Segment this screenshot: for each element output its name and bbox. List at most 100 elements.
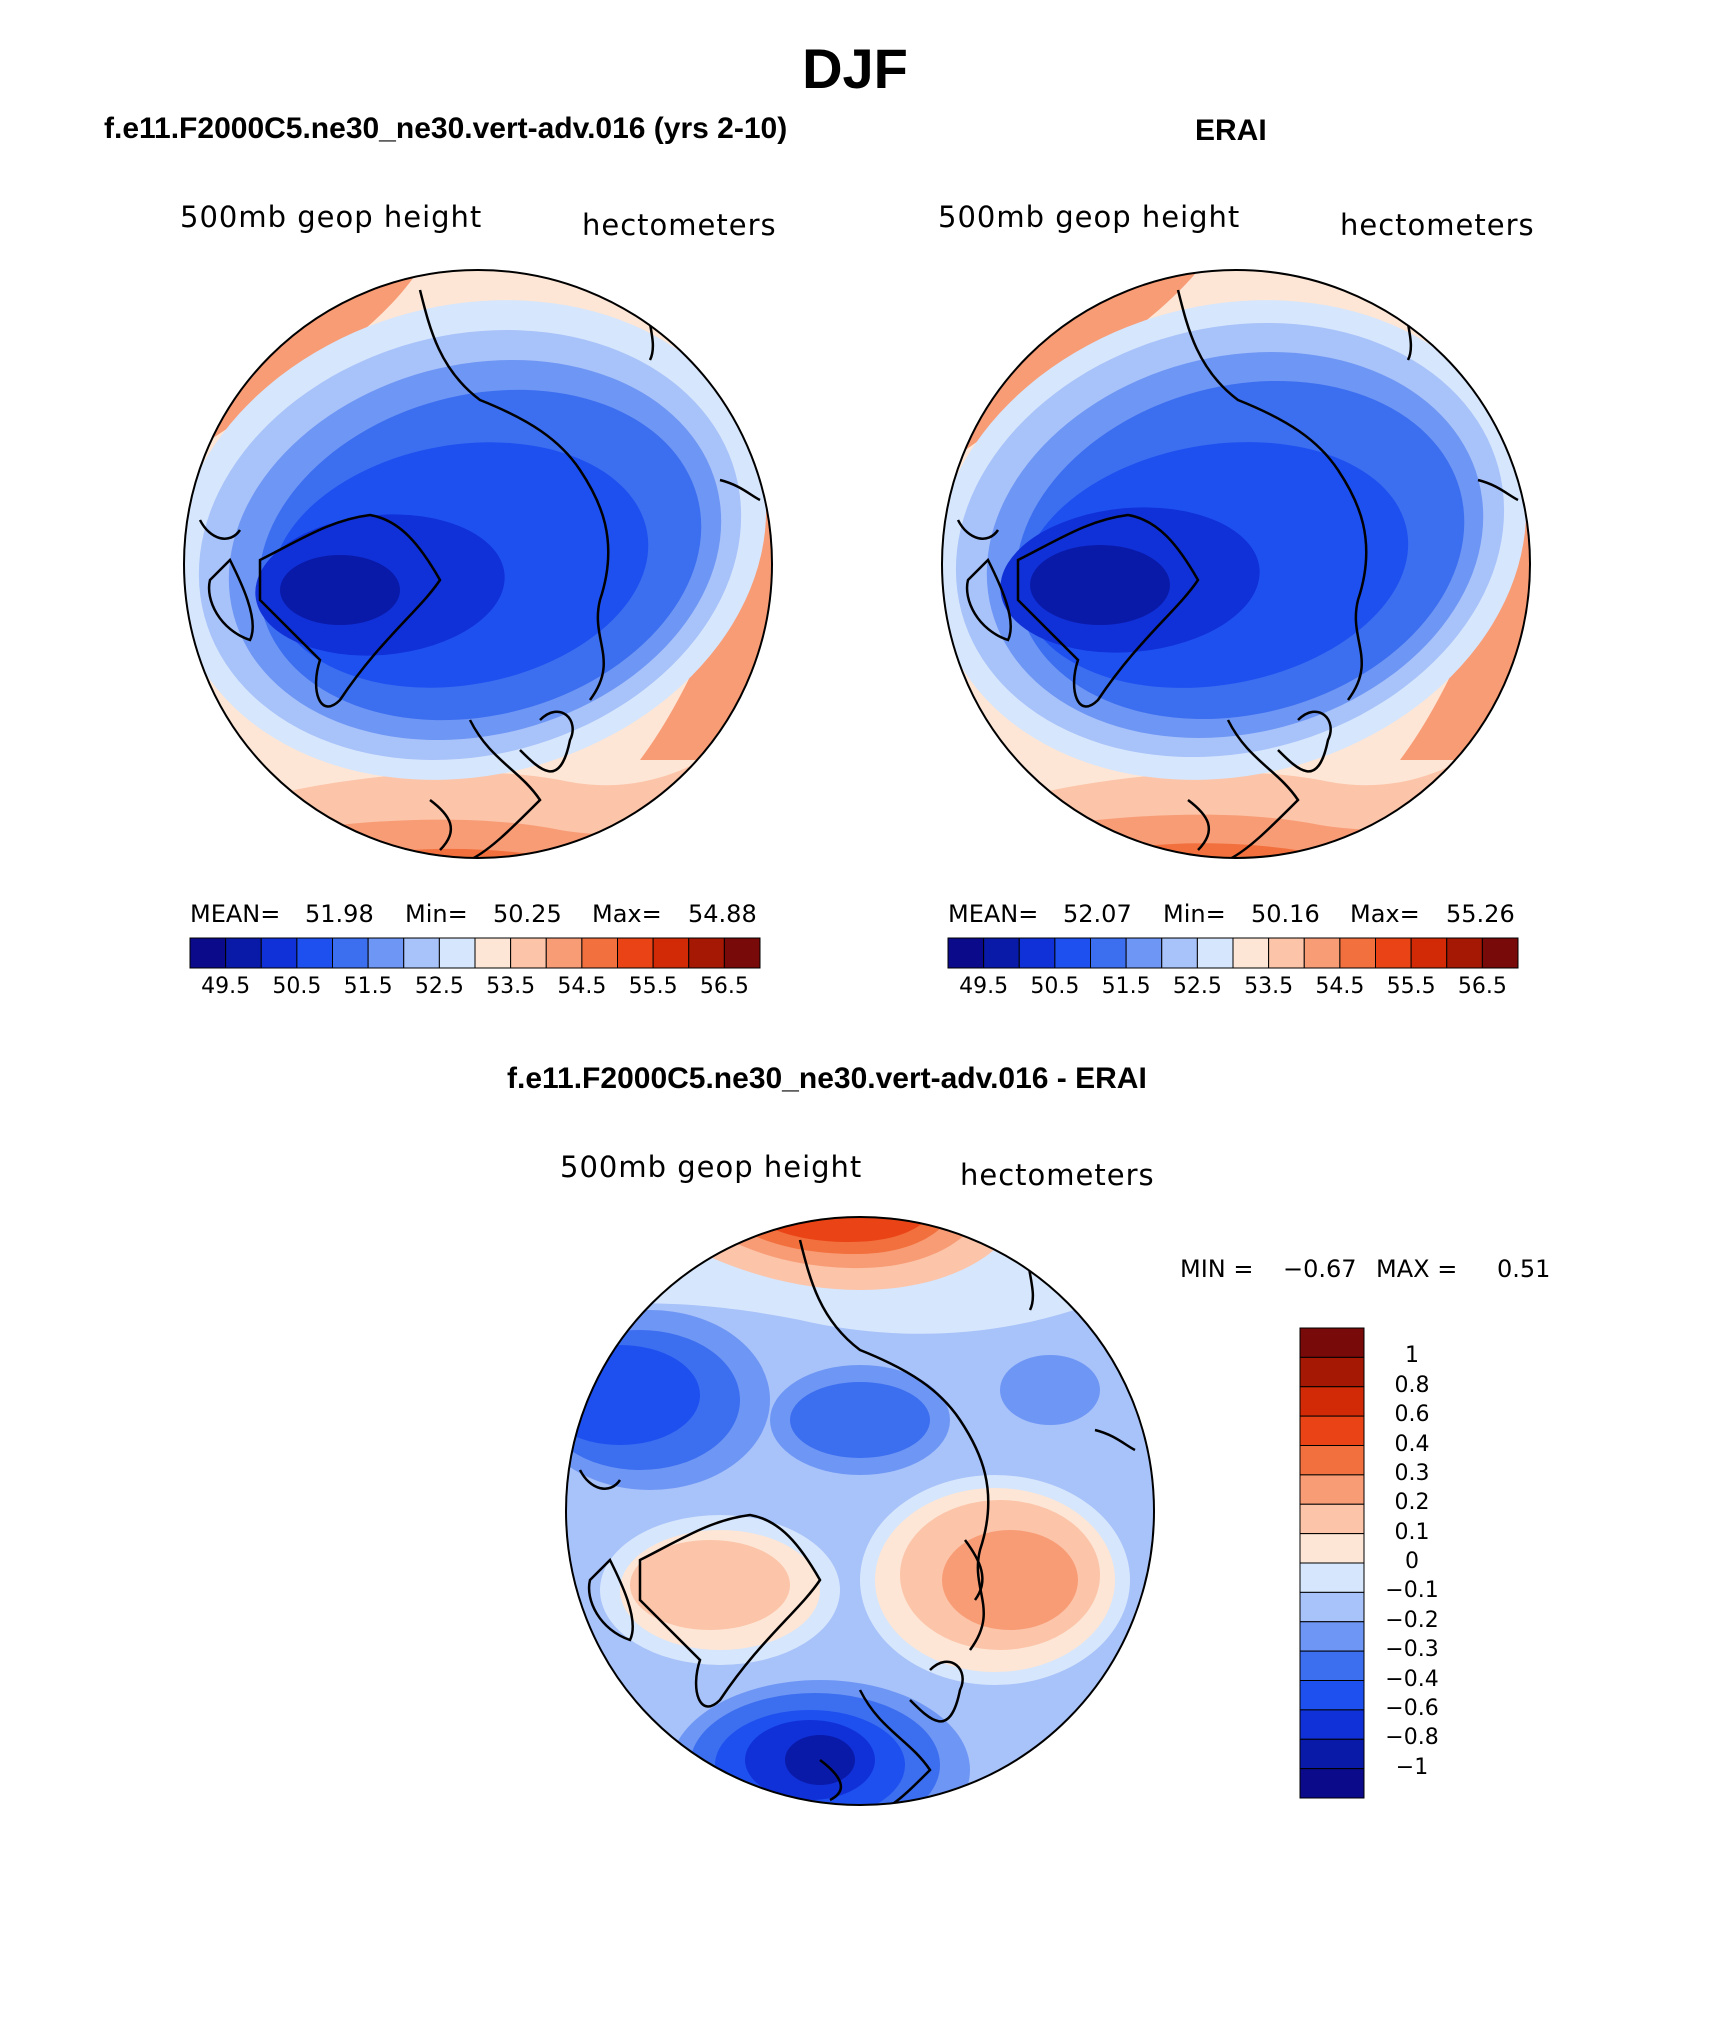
panel2-units-label: hectometers: [1340, 208, 1535, 242]
diff-colorbar-swatch: [1299, 1474, 1365, 1505]
panel2-colorbar-swatch: [1481, 937, 1519, 969]
diff-colorbar-tick-label: −0.8: [1385, 1725, 1439, 1751]
panel2-colorbar-tick-label: 49.5: [959, 974, 1009, 999]
panel2-max-label: Max=: [1350, 900, 1420, 928]
panel2-colorbar-swatch: [1161, 937, 1198, 969]
diff-colorbar-tick-label: 1: [1405, 1343, 1419, 1369]
diff-units-label: hectometers: [960, 1158, 1155, 1192]
panel1-units-label: hectometers: [582, 208, 777, 242]
panel1-colorbar-swatch: [403, 937, 440, 969]
panel1-colorbar-swatch: [189, 937, 227, 969]
panel2-colorbar-swatch: [1303, 937, 1341, 969]
panel2-colorbar-swatch: [1054, 937, 1091, 969]
panel1-colorbar-tick-label: 50.5: [272, 974, 322, 999]
panel2-min-label: Min=: [1163, 900, 1226, 928]
diff-colorbar-swatch: [1299, 1356, 1365, 1388]
panel1-colorbar-tick-label: 52.5: [414, 974, 464, 999]
diff-colorbar-swatch: [1299, 1591, 1365, 1623]
diff-coastlines: [578, 1229, 1136, 1805]
panel2-colorbar-swatch: [983, 937, 1020, 969]
diff-colorbar-tick-label: −0.1: [1385, 1578, 1439, 1604]
panel2-colorbar-swatch: [1125, 937, 1163, 969]
panel1-min-label: Min=: [405, 900, 468, 928]
panel1-colorbar-swatch: [474, 937, 512, 969]
panel1-colorbar-swatch: [367, 937, 405, 969]
diff-colorbar-swatch: [1299, 1327, 1365, 1358]
panel1-mean-label: MEAN=: [190, 900, 281, 928]
panel2-colorbar-swatch: [1196, 937, 1234, 969]
panel1-colorbar-swatch: [225, 937, 262, 969]
panel2-colorbar-swatch: [1018, 937, 1056, 969]
diff-title: f.e11.F2000C5.ne30_ne30.vert-adv.016 - E…: [507, 1062, 1147, 1095]
panel1-colorbar-swatch: [688, 937, 725, 969]
panel2-colorbar-tick-label: 51.5: [1101, 974, 1151, 999]
diff-colorbar-swatch: [1299, 1680, 1365, 1711]
panel2-colorbar-tick-label: 56.5: [1457, 974, 1507, 999]
panel1-variable-label: 500mb geop height: [180, 200, 483, 234]
panel2-colorbar-tick-label: 50.5: [1030, 974, 1080, 999]
panel1-colorbar-tick-label: 49.5: [201, 974, 251, 999]
panel1-title: f.e11.F2000C5.ne30_ne30.vert-adv.016 (yr…: [104, 112, 788, 145]
diff-min-label: MIN =: [1180, 1255, 1254, 1283]
panel2-colorbar-swatch: [1375, 937, 1412, 969]
diff-colorbar-swatch: [1299, 1503, 1365, 1535]
panel2-variable-label: 500mb geop height: [938, 200, 1241, 234]
diff-colorbar-swatch: [1299, 1415, 1365, 1446]
panel2-colorbar-tick-label: 54.5: [1315, 974, 1365, 999]
panel2-colorbar-swatch: [1339, 937, 1376, 969]
diff-colorbar-tick-label: −1: [1395, 1754, 1429, 1780]
panel1-colorbar-swatch: [260, 937, 298, 969]
diff-colorbar-swatch: [1299, 1650, 1365, 1681]
diff-colorbar-swatch: [1299, 1709, 1365, 1740]
panel2-colorbar-swatch: [1090, 937, 1127, 969]
panel2-colorbar-swatch: [1410, 937, 1448, 969]
diff-colorbar-tick-label: −0.3: [1385, 1637, 1439, 1663]
diff-colorbar-tick-label: −0.4: [1385, 1666, 1439, 1692]
panel2-title: ERAI: [1195, 114, 1267, 147]
diff-max-label: MAX =: [1376, 1255, 1458, 1283]
panel2-colorbar-swatch: [1446, 937, 1483, 969]
panel1-colorbar-swatch: [581, 937, 618, 969]
panel1-colorbar-swatch: [438, 937, 476, 969]
diff-colorbar-tick-label: 0.2: [1394, 1490, 1430, 1516]
diff-colorbar-swatch: [1299, 1562, 1365, 1593]
panel1-colorbar-tick-label: 51.5: [343, 974, 393, 999]
diff-colorbar-swatch: [1299, 1738, 1365, 1770]
panel1-colorbar-swatch: [510, 937, 547, 969]
panel1-max-value: 54.88: [688, 900, 757, 928]
panel1-colorbar-tick-label: 55.5: [628, 974, 678, 999]
diff-colorbar-tick-label: 0.3: [1394, 1460, 1430, 1486]
diff-colorbar-tick-label: 0.1: [1394, 1519, 1430, 1545]
panel1-colorbar-swatch: [617, 937, 654, 969]
diff-colorbar-tick-label: −0.2: [1385, 1607, 1439, 1633]
panel2-colorbar-swatch: [1268, 937, 1305, 969]
panel1-colorbar-tick-label: 53.5: [486, 974, 536, 999]
diff-colorbar-tick-label: 0.6: [1394, 1402, 1430, 1428]
panel1-colorbar-tick-label: 56.5: [699, 974, 749, 999]
panel2-colorbar-tick-label: 55.5: [1386, 974, 1436, 999]
panel2-mean-label: MEAN=: [948, 900, 1039, 928]
panel2-colorbar-swatch: [947, 937, 985, 969]
panel2-max-value: 55.26: [1446, 900, 1515, 928]
panel1-colorbar-tick-label: 54.5: [557, 974, 607, 999]
diff-min-value: −0.67: [1283, 1255, 1357, 1283]
panel1-mean-value: 51.98: [305, 900, 374, 928]
panel2-colorbar-swatch: [1232, 937, 1270, 969]
panel1-min-value: 50.25: [493, 900, 562, 928]
panel2-mean-value: 52.07: [1063, 900, 1132, 928]
diff-colorbar-swatch: [1299, 1621, 1365, 1652]
diff-max-value: 0.51: [1497, 1255, 1551, 1283]
panel1-colorbar-swatch: [296, 937, 333, 969]
panel1-colorbar-swatch: [332, 937, 369, 969]
panel2-min-value: 50.16: [1251, 900, 1320, 928]
panel2-colorbar-tick-label: 53.5: [1244, 974, 1294, 999]
diff-colorbar-swatch: [1299, 1386, 1365, 1417]
main-title: DJF: [802, 37, 908, 100]
diff-colorbar-tick-label: 0.8: [1394, 1372, 1430, 1398]
diff-colorbar-swatch: [1299, 1533, 1365, 1564]
diff-colorbar-swatch: [1299, 1445, 1365, 1476]
panel1-colorbar-swatch: [652, 937, 690, 969]
diff-colorbar-tick-label: −0.6: [1385, 1695, 1439, 1721]
